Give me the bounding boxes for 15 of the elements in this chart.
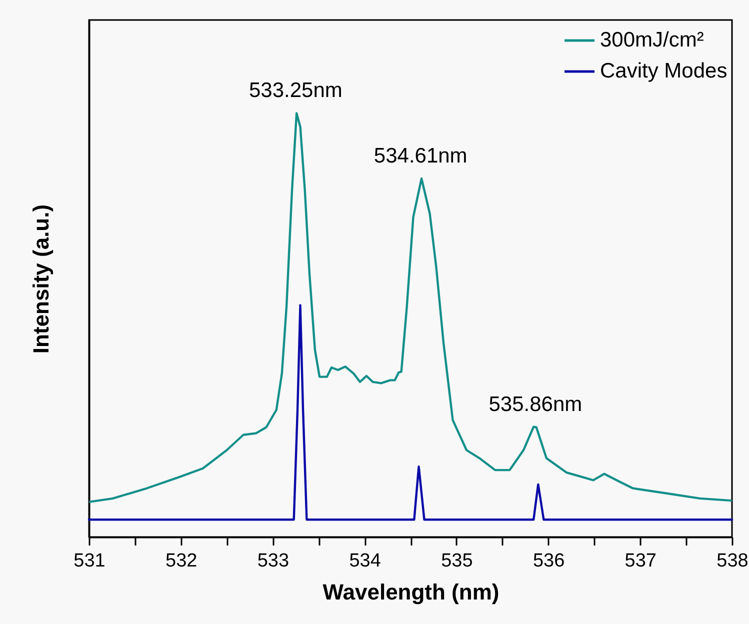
y-axis-title: Intensity (a.u.): [28, 204, 54, 354]
x-tick-label: 531: [74, 550, 106, 572]
annotation: 535.86nm: [488, 392, 582, 416]
annotation: 534.61nm: [374, 144, 468, 168]
x-tick-label: 537: [624, 550, 656, 572]
x-tick-label: 535: [441, 550, 473, 572]
x-tick-label: 532: [166, 550, 198, 572]
x-tick-label: 536: [532, 550, 565, 572]
x-tick-label: 534: [349, 550, 382, 572]
x-tick-label: 538: [716, 550, 748, 572]
annotation: 533.25nm: [248, 79, 342, 102]
x-tick-label: 533: [257, 550, 290, 572]
legend-label: 300mJ/cm²: [600, 28, 704, 52]
x-axis-title: Wavelength (nm): [322, 580, 500, 604]
legend-label: Cavity Modes: [600, 60, 728, 82]
